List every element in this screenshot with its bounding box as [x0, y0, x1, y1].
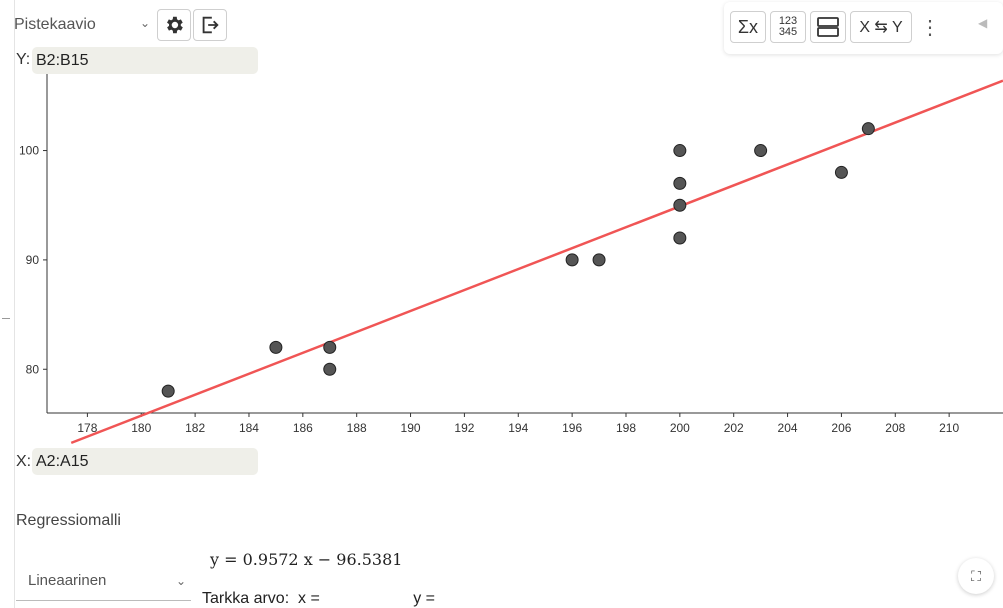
x-tick-label: 188 — [347, 421, 367, 435]
resize-handle[interactable] — [2, 318, 10, 319]
x-tick-label: 208 — [885, 421, 905, 435]
exact-value-row: Tarkka arvo: x = y = — [202, 590, 435, 608]
swap-xy-button[interactable]: X ⇆ Y — [850, 11, 912, 43]
y-field-label: Y: — [16, 51, 31, 68]
x-tick-label: 178 — [77, 421, 97, 435]
chevron-down-icon: ⌄ — [176, 574, 187, 588]
data-point — [592, 253, 606, 267]
data-point — [161, 384, 175, 398]
export-button[interactable] — [193, 9, 227, 41]
statistics-button[interactable]: 123 345 — [770, 11, 806, 43]
stats-toolbar: Σx 123 345 X ⇆ Y ⋮ ◀ — [724, 2, 1003, 54]
x-tick-label: 198 — [616, 421, 636, 435]
regression-line — [70, 79, 1003, 445]
regression-equation: y = 0.9572 x − 96.5381 — [210, 550, 403, 569]
plot-type-dropdown[interactable]: Pistekaavio ⌄ — [14, 12, 154, 40]
data-point — [673, 176, 687, 190]
data-point — [673, 144, 687, 158]
regression-model-dropdown[interactable]: Lineaarinen ⌄ — [16, 560, 191, 601]
left-rail — [0, 0, 15, 608]
export-icon — [202, 16, 219, 34]
fullscreen-button[interactable]: ⛶ — [958, 558, 994, 594]
exact-y-label: y = — [413, 590, 435, 607]
regression-model-label: Lineaarinen — [28, 572, 107, 589]
fullscreen-icon: ⛶ — [971, 567, 981, 584]
exact-x-label: x = — [298, 590, 320, 607]
y-tick-label: 90 — [26, 253, 40, 267]
y-range-input[interactable]: B2:B15 — [32, 47, 258, 74]
x-tick-label: 206 — [831, 421, 851, 435]
y-tick-label: 80 — [26, 362, 40, 376]
data-point — [754, 144, 768, 158]
settings-button[interactable] — [157, 9, 191, 41]
x-range-input[interactable]: A2:A15 — [32, 448, 258, 475]
data-point — [565, 253, 579, 267]
x-tick-label: 182 — [185, 421, 205, 435]
stats-icon-bottom: 345 — [778, 26, 798, 38]
exact-value-label: Tarkka arvo: — [202, 590, 290, 607]
x-tick-label: 200 — [670, 421, 690, 435]
data-point — [323, 340, 337, 354]
x-tick-label: 192 — [454, 421, 474, 435]
x-tick-label: 186 — [293, 421, 313, 435]
sum-icon: Σx — [737, 16, 759, 37]
regression-title: Regressiomalli — [16, 512, 121, 529]
gear-icon — [167, 16, 183, 34]
x-tick-label: 204 — [778, 421, 798, 435]
x-tick-label: 184 — [239, 421, 259, 435]
x-field-label: X: — [16, 453, 32, 470]
sum-button[interactable]: Σx — [730, 11, 766, 43]
data-point — [323, 362, 337, 376]
more-options-icon[interactable]: ⋮ — [920, 17, 940, 39]
x-tick-label: 196 — [562, 421, 582, 435]
data-point — [673, 198, 687, 212]
split-layout-icon — [817, 17, 839, 37]
plot-type-label: Pistekaavio — [14, 16, 96, 33]
x-tick-label: 190 — [401, 421, 421, 435]
data-point — [834, 165, 848, 179]
x-tick-label: 210 — [939, 421, 959, 435]
x-tick-label: 180 — [131, 421, 151, 435]
x-tick-label: 202 — [724, 421, 744, 435]
x-tick-label: 194 — [508, 421, 528, 435]
swap-xy-label: X ⇆ Y — [859, 19, 903, 36]
layout-button[interactable] — [810, 11, 846, 43]
data-point — [269, 340, 283, 354]
chevron-down-icon: ⌄ — [140, 16, 151, 30]
y-tick-label: 100 — [19, 144, 39, 158]
collapse-icon[interactable]: ◀ — [978, 16, 988, 30]
data-point — [673, 231, 687, 245]
data-point — [861, 122, 875, 136]
stats-icon-top: 123 — [778, 15, 798, 27]
scatter-plot: 80 90 100 178 180 182 184 186 188 190 192 194 196 19… — [19, 74, 1003, 445]
